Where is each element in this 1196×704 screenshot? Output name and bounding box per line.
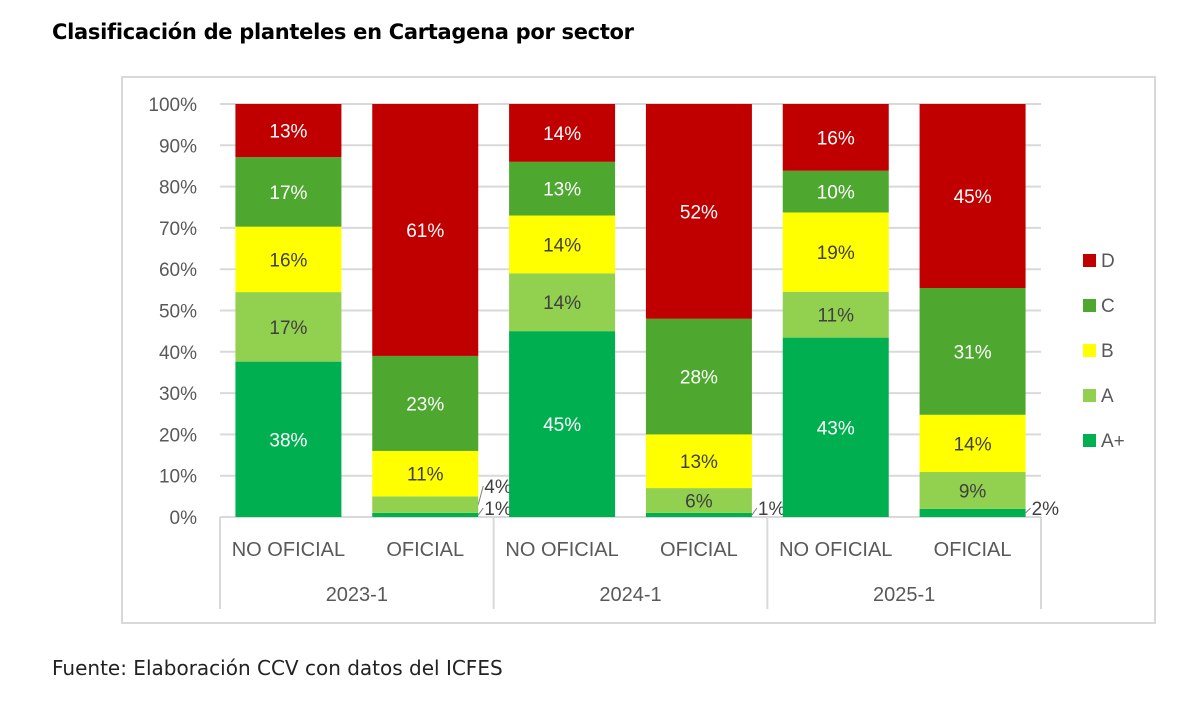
bar-segment-a — [509, 273, 616, 332]
legend-label: C — [1101, 296, 1115, 317]
bar-segment-b — [645, 434, 752, 489]
bar-segment-c — [372, 355, 479, 451]
data-label: 16% — [269, 250, 307, 271]
bar-segment-c — [645, 318, 752, 435]
chart-frame — [121, 76, 1156, 624]
bar-segment-aplus — [372, 512, 479, 517]
y-tick-label: 20% — [159, 425, 197, 446]
y-tick-label: 0% — [170, 508, 198, 529]
bar-segment-a — [919, 472, 1026, 509]
bar-segment-d — [372, 104, 479, 356]
x-group-label: 2024-1 — [599, 584, 661, 606]
data-label: 19% — [817, 243, 855, 264]
x-category-label: NO OFICIAL — [232, 539, 345, 561]
data-label: 23% — [406, 394, 444, 415]
data-label: 9% — [959, 481, 987, 502]
bar-segment-a — [645, 488, 752, 513]
y-tick-label: 60% — [159, 260, 197, 281]
y-tick-label: 70% — [159, 219, 197, 240]
source-note: Fuente: Elaboración CCV con datos del IC… — [52, 656, 503, 680]
data-label: 43% — [817, 418, 855, 439]
bar-segment-aplus — [645, 512, 752, 517]
bar-segment-a — [372, 496, 479, 513]
bar-segment-aplus — [235, 361, 342, 517]
bar-segment-d — [509, 104, 616, 162]
x-category-label: NO OFICIAL — [505, 539, 618, 561]
data-label: 38% — [269, 430, 307, 451]
data-label: 45% — [543, 415, 581, 436]
y-tick-label: 10% — [159, 467, 197, 488]
data-label-leader — [477, 507, 484, 516]
data-label: 28% — [680, 368, 718, 389]
data-label: 13% — [543, 180, 581, 201]
legend-label: B — [1101, 341, 1114, 362]
data-label: 14% — [543, 124, 581, 145]
y-tick-label: 50% — [159, 302, 197, 323]
y-tick-label: 40% — [159, 343, 197, 364]
data-label-leader — [751, 507, 758, 516]
data-label-leader — [477, 485, 484, 505]
x-category-label: OFICIAL — [660, 539, 738, 561]
bar-segment-a — [235, 292, 342, 362]
data-label: 2% — [1032, 499, 1060, 520]
legend-swatch-aplus — [1083, 434, 1096, 447]
data-label: 10% — [817, 183, 855, 204]
bar-segment-b — [235, 226, 342, 293]
data-label: 31% — [954, 342, 992, 363]
bar-segment-a — [782, 291, 889, 338]
data-label: 45% — [954, 187, 992, 208]
legend-label: D — [1101, 251, 1115, 272]
data-label: 6% — [685, 491, 713, 512]
legend-swatch-c — [1083, 299, 1096, 312]
legend-label: A+ — [1101, 431, 1125, 452]
bar-segment-b — [372, 450, 479, 497]
data-label: 4% — [484, 477, 512, 498]
bar-segment-d — [235, 104, 342, 158]
y-tick-label: 80% — [159, 178, 197, 199]
chart-title: Clasificación de planteles en Cartagena … — [52, 20, 634, 44]
bar-segment-aplus — [919, 508, 1026, 517]
data-label: 16% — [817, 128, 855, 149]
bar-segment-b — [509, 215, 616, 274]
legend-swatch-d — [1083, 254, 1096, 267]
data-label: 61% — [406, 221, 444, 242]
bar-segment-d — [645, 104, 752, 319]
bar-segment-b — [919, 414, 1026, 473]
data-label: 1% — [484, 499, 512, 520]
legend-swatch-a — [1083, 389, 1096, 402]
x-category-label: NO OFICIAL — [779, 539, 892, 561]
bar-segment-c — [235, 157, 342, 227]
data-label: 17% — [269, 318, 307, 339]
legend-swatch-b — [1083, 344, 1096, 357]
bar-segment-b — [782, 212, 889, 292]
x-category-label: OFICIAL — [386, 539, 464, 561]
x-group-label: 2025-1 — [873, 584, 935, 606]
data-label: 1% — [758, 499, 786, 520]
bar-segment-c — [509, 161, 616, 216]
data-label: 14% — [543, 293, 581, 314]
data-label: 14% — [954, 434, 992, 455]
bar-segment-c — [919, 288, 1026, 415]
bar-segment-d — [782, 104, 889, 171]
data-label: 17% — [269, 183, 307, 204]
y-tick-label: 90% — [159, 136, 197, 157]
data-label: 11% — [817, 306, 854, 327]
data-label: 14% — [543, 235, 581, 256]
data-label: 11% — [407, 465, 444, 486]
y-tick-label: 30% — [159, 384, 197, 405]
legend-label: A — [1101, 386, 1114, 407]
bar-segment-aplus — [509, 331, 616, 517]
bar-segment-c — [782, 170, 889, 213]
data-label: 52% — [680, 202, 718, 223]
data-label: 13% — [269, 122, 307, 143]
data-label-leader — [1025, 507, 1031, 514]
bar-segment-aplus — [782, 337, 889, 517]
x-group-label: 2023-1 — [326, 584, 388, 606]
data-label: 13% — [680, 452, 718, 473]
bar-segment-d — [919, 104, 1026, 289]
x-category-label: OFICIAL — [934, 539, 1012, 561]
y-tick-label: 100% — [148, 95, 197, 116]
